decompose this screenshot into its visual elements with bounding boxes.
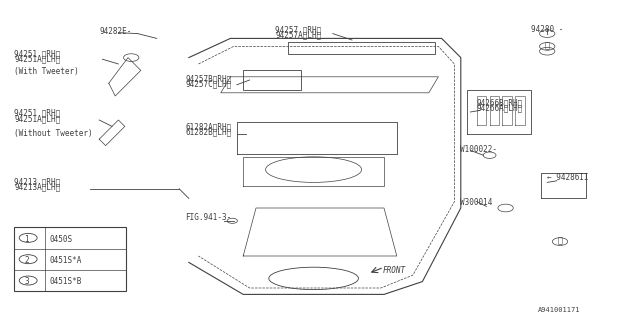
Text: 94251 〈RH〉: 94251 〈RH〉 xyxy=(14,49,60,58)
Text: 0450S: 0450S xyxy=(49,235,72,244)
Text: 0451S*A: 0451S*A xyxy=(49,256,82,265)
Text: 0451S*B: 0451S*B xyxy=(49,277,82,286)
Text: 3: 3 xyxy=(24,277,29,286)
Text: 94280 -: 94280 - xyxy=(531,25,564,34)
Text: W300014: W300014 xyxy=(460,198,492,207)
Text: 94257C〈LH〉: 94257C〈LH〉 xyxy=(186,79,232,88)
Text: (With Tweeter): (With Tweeter) xyxy=(14,67,79,76)
Text: FIG.941-3-: FIG.941-3- xyxy=(186,213,232,222)
Text: ②: ② xyxy=(557,236,563,245)
Text: 94251A〈LH〉: 94251A〈LH〉 xyxy=(14,54,60,63)
Text: 61282B〈LH〉: 61282B〈LH〉 xyxy=(186,127,232,136)
Text: 61282A〈RH〉: 61282A〈RH〉 xyxy=(186,122,232,131)
Text: (Without Tweeter): (Without Tweeter) xyxy=(14,129,93,138)
Text: 94251A〈LH〉: 94251A〈LH〉 xyxy=(14,114,60,123)
Text: A941001171: A941001171 xyxy=(538,307,580,313)
Text: 94257A〈LH〉: 94257A〈LH〉 xyxy=(275,31,321,40)
Text: 94213A〈LH〉: 94213A〈LH〉 xyxy=(14,182,60,191)
Text: W100022-: W100022- xyxy=(460,145,497,154)
Text: FRONT: FRONT xyxy=(383,266,406,275)
Text: ← 94286II: ← 94286II xyxy=(547,173,589,182)
Text: 94257 〈RH〉: 94257 〈RH〉 xyxy=(275,25,321,34)
Text: 2: 2 xyxy=(24,256,29,265)
Text: 94266B〈RH〉: 94266B〈RH〉 xyxy=(477,98,523,107)
Text: 94257B〈RH〉: 94257B〈RH〉 xyxy=(186,74,232,83)
Text: 94266A〈LH〉: 94266A〈LH〉 xyxy=(477,103,523,112)
Text: 94251 〈RH〉: 94251 〈RH〉 xyxy=(14,108,60,117)
Text: 94282E-: 94282E- xyxy=(99,27,132,36)
Text: 94213 〈RH〉: 94213 〈RH〉 xyxy=(14,177,60,186)
Text: 1: 1 xyxy=(24,235,29,244)
Text: ①: ① xyxy=(545,41,550,50)
